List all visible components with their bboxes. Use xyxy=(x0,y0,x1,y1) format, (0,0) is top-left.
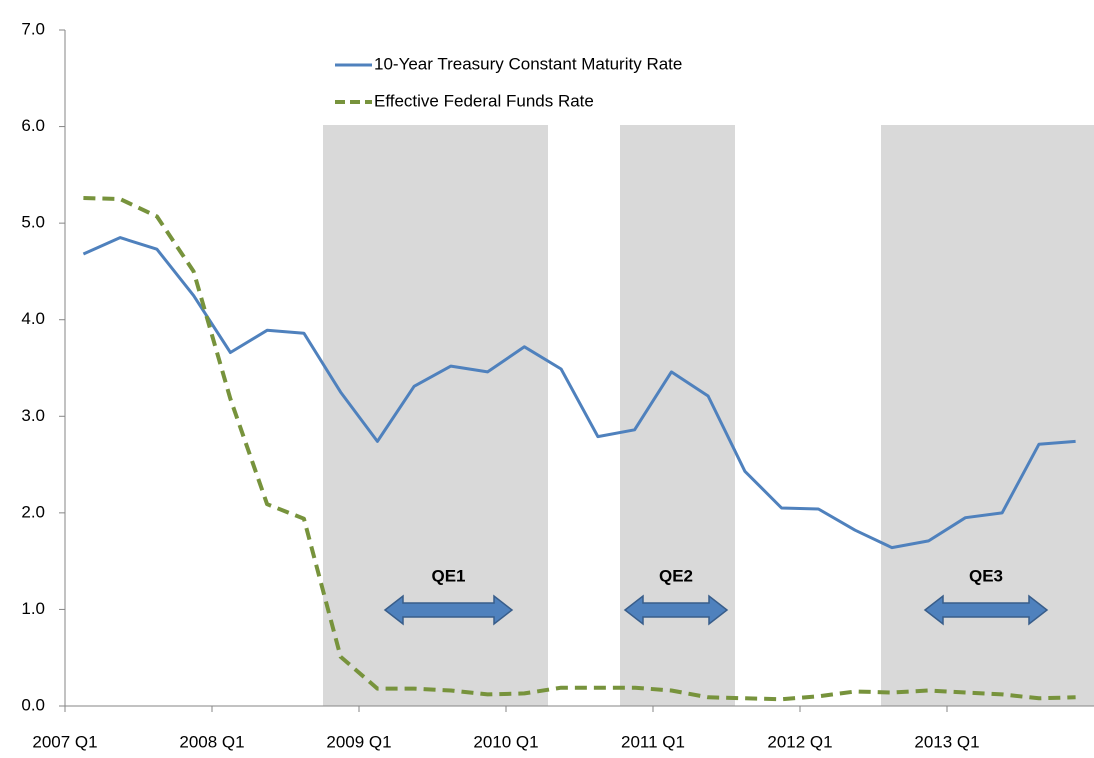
x-tick-label: 2012 Q1 xyxy=(767,732,832,751)
y-tick-label: 4.0 xyxy=(21,309,45,328)
y-tick-label: 6.0 xyxy=(21,116,45,135)
qe-arrow xyxy=(923,594,1049,626)
y-tick-label: 0.0 xyxy=(21,695,45,714)
qe-arrow xyxy=(383,594,514,626)
qe-period xyxy=(881,125,1094,706)
y-tick-label: 2.0 xyxy=(21,502,45,521)
y-tick-label: 5.0 xyxy=(21,213,45,232)
series-line xyxy=(82,236,1076,550)
x-tick-label: 2011 Q1 xyxy=(621,732,685,751)
legend-label: 10-Year Treasury Constant Maturity Rate xyxy=(374,54,682,73)
x-tick-label: 2009 Q1 xyxy=(326,732,391,751)
qe-arrow xyxy=(623,594,729,626)
x-tick-label: 2007 Q1 xyxy=(32,732,97,751)
annotation: QE1 xyxy=(431,566,465,585)
annotation: QE3 xyxy=(969,566,1003,585)
y-tick-label: 7.0 xyxy=(21,19,45,38)
annotation: QE2 xyxy=(659,566,693,585)
series-line xyxy=(83,196,1076,702)
y-tick-label: 3.0 xyxy=(21,406,45,425)
x-tick-label: 2010 Q1 xyxy=(473,732,538,751)
y-tick-label: 1.0 xyxy=(21,599,45,618)
legend-label: Effective Federal Funds Rate xyxy=(374,91,594,110)
x-tick-label: 2013 Q1 xyxy=(914,732,979,751)
x-tick-label: 2008 Q1 xyxy=(179,732,244,751)
